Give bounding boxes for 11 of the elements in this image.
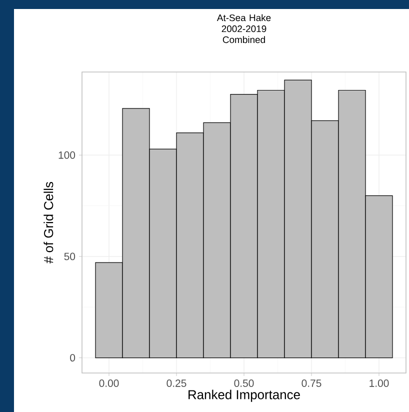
x-tick-label: 0.25 xyxy=(166,380,186,387)
y-tick-label: 50 xyxy=(64,252,76,260)
y-tick-label: 100 xyxy=(58,151,76,159)
x-tick-label: 0.75 xyxy=(302,380,322,387)
y-tick-label: 0 xyxy=(70,354,76,362)
x-tick-label: 1.00 xyxy=(370,380,389,387)
chart-title: At-Sea Hake 2002-2019 Combined xyxy=(216,14,271,44)
x-axis-title: Ranked Importance xyxy=(188,390,300,402)
y-axis-title: # of Grid Cells xyxy=(44,182,54,264)
x-tick-label: 0.00 xyxy=(99,380,119,387)
x-tick-label: 0.50 xyxy=(234,380,254,387)
